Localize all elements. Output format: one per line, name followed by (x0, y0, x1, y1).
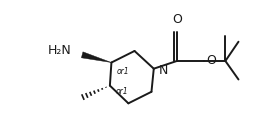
Text: or1: or1 (115, 87, 128, 96)
Text: O: O (172, 13, 182, 26)
Text: N: N (159, 64, 168, 77)
Text: or1: or1 (117, 67, 129, 76)
Text: O: O (206, 55, 216, 67)
Polygon shape (81, 52, 112, 63)
Text: H₂N: H₂N (48, 44, 71, 58)
